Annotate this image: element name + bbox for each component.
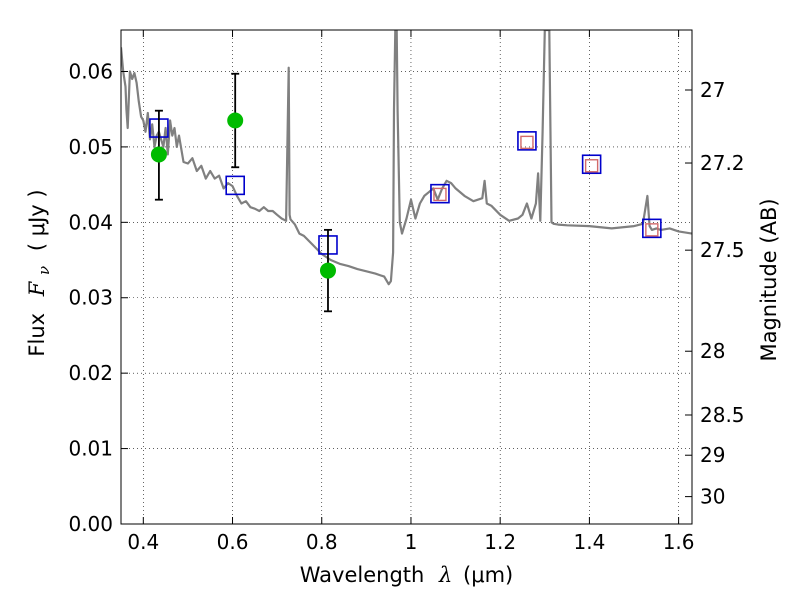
- x-tick-label: 0.4: [127, 530, 159, 554]
- y-axis-label: Flux F ν ( μJy ): [25, 189, 54, 356]
- model-square-inner: [645, 223, 659, 237]
- model-square: [517, 131, 537, 151]
- y-axis-label-symbol: F: [25, 280, 49, 297]
- axis-ticks: 0.4 0.6 0.8 1 1.2 1.4 1.6 0.00 0.01 0.02 0.03 0.04 0…: [68, 30, 745, 554]
- y2-tick-label: 28.5: [700, 403, 745, 427]
- observed-photometry: [150, 72, 336, 313]
- x-tick-label: 1.6: [663, 530, 695, 554]
- y-tick-label: 0.03: [68, 286, 113, 310]
- model-square-inner: [520, 135, 534, 150]
- x-axis-label-symbol: λ: [438, 563, 452, 587]
- y2-tick-label: 27: [700, 78, 725, 102]
- x-axis-label-prefix: Wavelength: [300, 563, 425, 587]
- x-axis-label-unit: (μm): [463, 563, 513, 587]
- y2-tick-label: 30: [700, 485, 725, 509]
- model-square: [225, 175, 245, 196]
- y2-tick-label: 27.2: [700, 151, 745, 175]
- spectrum-line: [121, 30, 692, 286]
- observed-point: [319, 262, 336, 279]
- x-tick-label: 1.2: [484, 530, 516, 554]
- model-square: [430, 183, 450, 204]
- y2-tick-label: 28: [700, 339, 725, 363]
- y-tick-label: 0.05: [68, 135, 113, 159]
- model-spectrum: [121, 30, 692, 286]
- x-tick-label: 1: [405, 530, 418, 554]
- y2-tick-label: 27.5: [700, 238, 745, 262]
- model-square-inner: [433, 187, 447, 202]
- y-axis-label-subscript: ν: [35, 266, 53, 275]
- x-axis-label: Wavelength λ (μm): [300, 563, 513, 587]
- grid-lines: [121, 30, 692, 525]
- plot-frame: [120, 29, 693, 525]
- y-tick-label: 0.01: [68, 437, 113, 461]
- observed-point: [150, 146, 167, 163]
- y-tick-label: 0.02: [68, 361, 113, 385]
- x-tick-label: 1.4: [573, 530, 605, 554]
- y-tick-label: 0.00: [68, 512, 113, 536]
- y-axis-label-unit: ( μJy ): [25, 189, 49, 251]
- model-square: [642, 218, 662, 239]
- y-tick-label: 0.06: [68, 59, 113, 83]
- y2-tick-label: 29: [700, 443, 725, 467]
- observed-point: [227, 112, 244, 129]
- x-tick-label: 0.8: [306, 530, 338, 554]
- y-tick-label: 0.04: [68, 210, 113, 234]
- model-photometry-squares: [149, 118, 662, 255]
- model-square: [581, 154, 602, 175]
- x-tick-label: 0.6: [217, 530, 249, 554]
- y-axis-label-prefix: Flux: [25, 313, 49, 357]
- y2-axis-label: Magnitude (AB): [757, 198, 781, 361]
- model-square-inner: [584, 159, 599, 173]
